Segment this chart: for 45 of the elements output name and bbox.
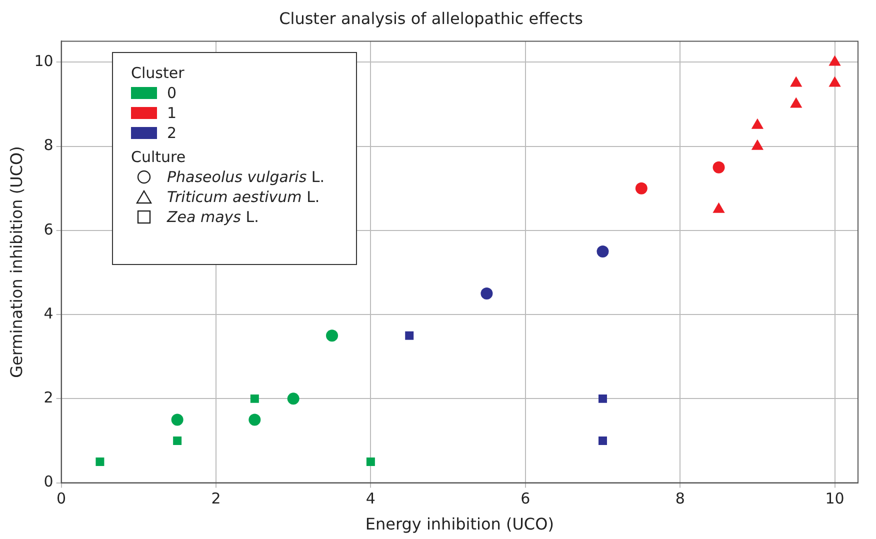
y-tick-label: 0 [44,472,54,491]
point [790,97,802,108]
annotation: Zea mays L. [167,207,259,227]
legend-label: 1 [167,103,177,123]
annotation: Culture [131,147,187,167]
x-tick-label: 2 [211,490,221,508]
point [712,161,725,174]
point [287,392,300,405]
point [598,436,607,445]
point [173,436,182,445]
y-tick-label: 6 [44,220,54,238]
x-tick-label: 6 [520,490,530,508]
point [366,458,375,466]
point [751,139,764,150]
point [405,331,414,340]
y-tick-label: 2 [44,388,54,407]
y-tick-label: 10 [34,52,54,70]
x-tick-label: 0 [56,490,66,508]
point [326,330,338,342]
legend-label: 0 [167,83,177,103]
point [751,118,764,129]
x-tick-label: 8 [675,490,685,508]
point [480,288,493,300]
y-tick-label: 4 [44,304,54,322]
point [248,414,261,426]
y-axis-title: Germination inhibition (UCO) [6,146,26,378]
y-tick-label: 8 [44,136,54,154]
point [250,394,259,403]
point [596,245,609,258]
point [790,76,802,87]
x-tick-label: 4 [366,490,376,508]
point [828,55,841,66]
legend-title: Cluster [131,63,186,83]
point [712,202,725,213]
annotation: Phaseolus vulgaris L. [167,167,325,187]
point [635,182,648,194]
point [171,414,184,426]
x-tick-label: 10 [825,490,844,508]
legend-label: 2 [167,123,177,143]
chart-title: Cluster analysis of allelopathic effects [279,8,583,28]
annotation: Triticum aestivum L. [167,187,320,207]
x-axis-title: Energy inhibition (UCO) [365,514,554,534]
point [96,458,104,466]
point [598,394,607,403]
point [828,76,841,87]
